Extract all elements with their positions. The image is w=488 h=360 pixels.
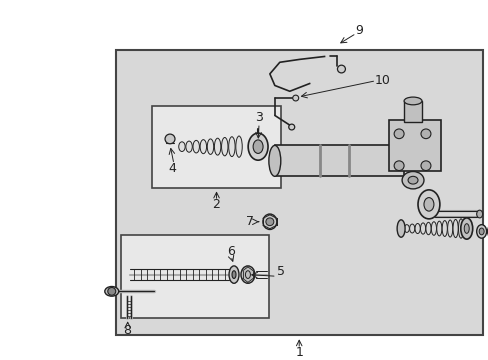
Ellipse shape <box>458 219 463 238</box>
Ellipse shape <box>430 222 436 235</box>
Ellipse shape <box>207 139 213 154</box>
Circle shape <box>337 65 345 73</box>
Ellipse shape <box>221 138 227 156</box>
Text: 9: 9 <box>355 24 363 37</box>
Ellipse shape <box>401 171 423 189</box>
Ellipse shape <box>241 266 254 283</box>
Ellipse shape <box>396 220 404 237</box>
Ellipse shape <box>214 138 221 155</box>
Circle shape <box>420 129 430 139</box>
Ellipse shape <box>231 271 236 279</box>
Ellipse shape <box>463 224 468 233</box>
Ellipse shape <box>425 222 430 235</box>
Circle shape <box>420 161 430 171</box>
Ellipse shape <box>268 145 280 176</box>
Circle shape <box>292 95 298 101</box>
Ellipse shape <box>193 140 199 153</box>
Ellipse shape <box>441 221 447 237</box>
Ellipse shape <box>235 136 242 157</box>
Ellipse shape <box>423 198 433 211</box>
Bar <box>116 50 482 336</box>
Ellipse shape <box>228 266 239 283</box>
Ellipse shape <box>185 141 192 152</box>
Ellipse shape <box>478 228 483 235</box>
Ellipse shape <box>420 223 425 234</box>
Bar <box>274 145 403 176</box>
Ellipse shape <box>104 287 119 296</box>
Ellipse shape <box>447 220 452 237</box>
Bar <box>152 106 281 188</box>
Ellipse shape <box>436 221 441 236</box>
Ellipse shape <box>476 225 486 238</box>
Ellipse shape <box>228 137 235 157</box>
Ellipse shape <box>476 210 482 218</box>
Circle shape <box>393 129 403 139</box>
Ellipse shape <box>487 224 488 239</box>
Ellipse shape <box>414 224 419 234</box>
Text: 8: 8 <box>122 324 130 337</box>
Circle shape <box>165 134 175 144</box>
Ellipse shape <box>200 140 206 154</box>
Ellipse shape <box>409 224 414 233</box>
Ellipse shape <box>404 225 408 233</box>
Text: 3: 3 <box>255 111 263 124</box>
Text: 5: 5 <box>276 265 284 278</box>
Ellipse shape <box>253 140 263 153</box>
Ellipse shape <box>263 214 276 229</box>
Ellipse shape <box>403 97 421 105</box>
Circle shape <box>265 218 273 226</box>
Ellipse shape <box>247 133 267 160</box>
Ellipse shape <box>417 190 439 219</box>
Ellipse shape <box>407 176 417 184</box>
Text: 7: 7 <box>245 215 253 228</box>
Text: 1: 1 <box>295 346 303 359</box>
Ellipse shape <box>460 218 472 239</box>
Text: 2: 2 <box>212 198 220 211</box>
Bar <box>120 234 268 318</box>
Ellipse shape <box>452 220 457 238</box>
Bar <box>403 101 421 122</box>
Text: 6: 6 <box>226 246 234 258</box>
Text: 4: 4 <box>168 162 176 175</box>
Circle shape <box>288 124 294 130</box>
Ellipse shape <box>179 142 185 152</box>
Text: 10: 10 <box>373 74 389 87</box>
Circle shape <box>107 288 116 295</box>
Bar <box>388 120 440 171</box>
Circle shape <box>393 161 403 171</box>
